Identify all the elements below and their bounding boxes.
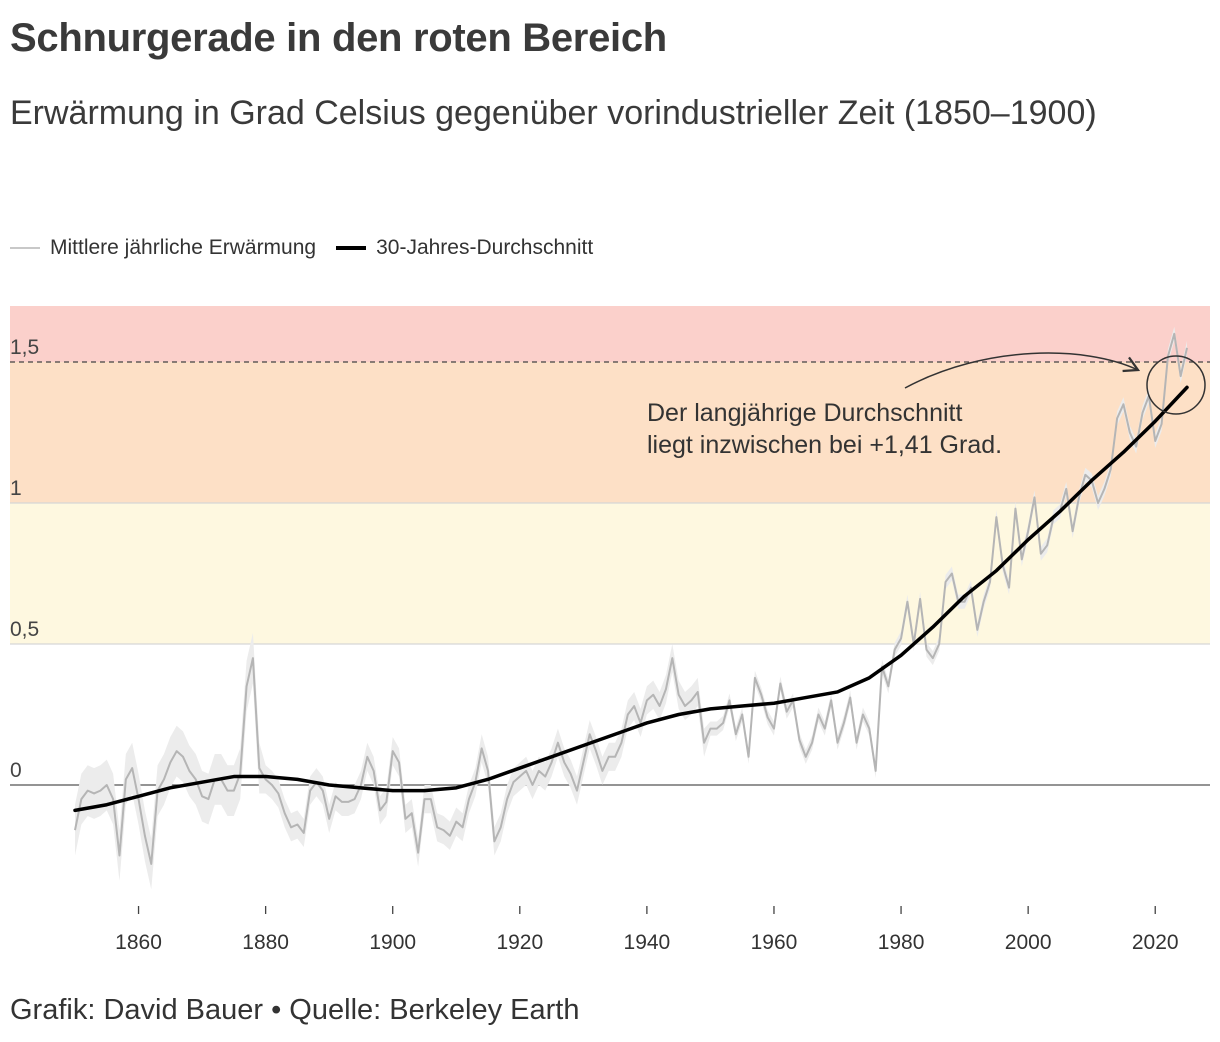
x-tick-label: 1860 bbox=[115, 931, 162, 954]
annotation-circle bbox=[1146, 355, 1206, 415]
average-series-line bbox=[73, 385, 1189, 813]
legend-item-annual: Mittlere jährliche Erwärmung bbox=[10, 236, 316, 260]
chart-title: Schnurgerade in den roten Bereich bbox=[10, 16, 667, 60]
x-tick-label: 1880 bbox=[242, 931, 289, 954]
source-footer: Grafik: David Bauer • Quelle: Berkeley E… bbox=[10, 994, 580, 1026]
legend-swatch-annual bbox=[10, 247, 40, 249]
x-tick-label: 2000 bbox=[1005, 931, 1052, 954]
legend-label-average: 30-Jahres-Durchschnitt bbox=[376, 236, 594, 259]
annotation-line-1: Der langjährige Durchschnitt bbox=[647, 399, 962, 427]
annual-series-line bbox=[74, 332, 1188, 865]
zone-orange bbox=[10, 362, 1210, 503]
legend: Mittlere jährliche Erwärmung 30-Jahres-D… bbox=[10, 236, 613, 260]
y-tick-label: 1,5 bbox=[10, 336, 39, 359]
x-tick-label: 1960 bbox=[751, 931, 798, 954]
uncertainty-band bbox=[75, 326, 1187, 890]
y-tick-label: 0 bbox=[10, 759, 22, 782]
legend-label-annual: Mittlere jährliche Erwärmung bbox=[50, 236, 317, 259]
annotation-arrow bbox=[904, 352, 1141, 389]
chart-subtitle: Erwärmung in Grad Celsius gegenüber vori… bbox=[10, 94, 1097, 132]
line-chart: 0 0,5 1 1,5 1860 1880 1900 1920 1940 1960 1980 200… bbox=[10, 306, 1210, 954]
legend-swatch-average bbox=[336, 246, 367, 250]
x-tick-label: 1940 bbox=[624, 931, 671, 954]
legend-item-average: 30-Jahres-Durchschnitt bbox=[336, 236, 593, 260]
zone-red bbox=[10, 306, 1210, 362]
x-tick-label: 1920 bbox=[496, 931, 543, 954]
x-tick-label: 2020 bbox=[1132, 931, 1179, 954]
x-tick-label: 1980 bbox=[878, 931, 925, 954]
x-tick-label: 1900 bbox=[369, 931, 416, 954]
y-tick-label: 1 bbox=[10, 477, 22, 500]
annotation-line-2: liegt inzwischen bei +1,41 Grad. bbox=[647, 431, 1002, 459]
y-tick-label: 0,5 bbox=[10, 618, 39, 641]
